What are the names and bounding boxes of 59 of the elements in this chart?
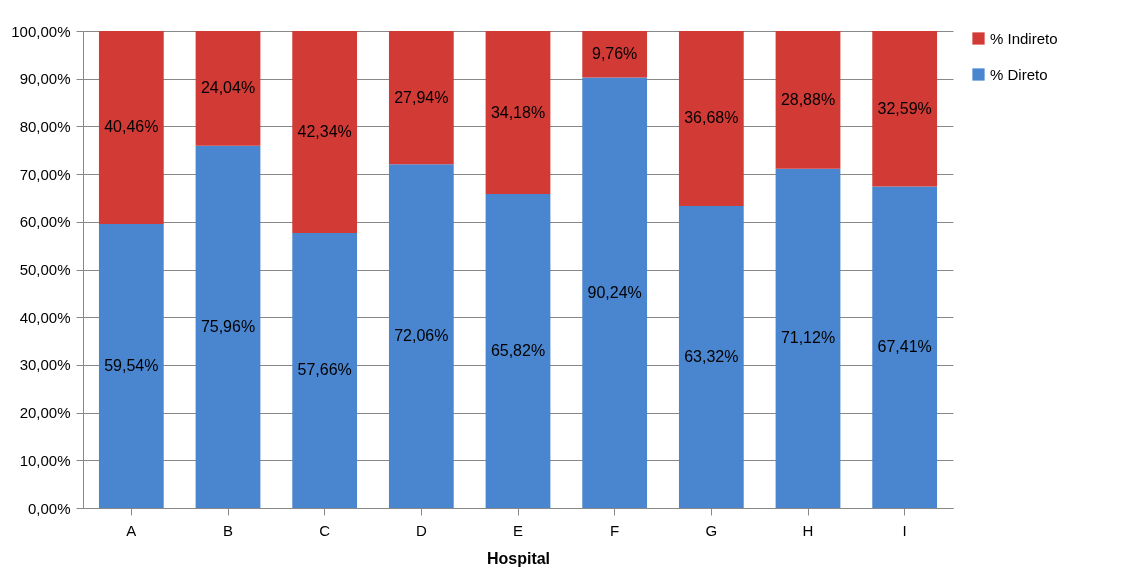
data-label: 27,94%: [394, 88, 449, 106]
bar: [195, 145, 261, 508]
legend-label: % Direto: [990, 65, 1048, 83]
x-tick-label: F: [610, 521, 620, 539]
y-tick-label: 0,00%: [27, 499, 71, 517]
data-label: 42,34%: [297, 122, 352, 140]
y-tick-label: 20,00%: [19, 404, 71, 422]
x-tick-label: G: [705, 521, 718, 539]
data-label: 40,46%: [104, 118, 159, 136]
x-tick-label: I: [902, 521, 907, 539]
bar: [582, 31, 648, 78]
legend-label: % Indireto: [990, 29, 1058, 47]
y-tick-label: 80,00%: [19, 117, 71, 135]
data-label: 67,41%: [877, 338, 932, 356]
bar: [388, 31, 454, 165]
bar: [98, 31, 164, 224]
x-tick-label: C: [319, 521, 331, 539]
data-label: 65,82%: [490, 342, 546, 360]
bar: [775, 168, 841, 508]
y-tick-label: 10,00%: [19, 451, 71, 469]
y-tick-label: 90,00%: [19, 70, 71, 88]
bar: [582, 77, 648, 508]
bar: [292, 31, 358, 233]
data-label: 63,32%: [684, 347, 739, 365]
bar: [775, 31, 841, 169]
y-tick-label: 60,00%: [19, 213, 71, 231]
x-tick-label: D: [415, 521, 427, 539]
x-tick-label: E: [512, 521, 524, 539]
x-axis-title: Hospital: [486, 549, 551, 567]
data-label: 28,88%: [780, 90, 836, 108]
data-label: 59,54%: [104, 357, 159, 374]
bar: [388, 164, 454, 508]
data-label: 36,68%: [684, 109, 739, 127]
bar: [98, 223, 164, 508]
bar: [872, 31, 938, 187]
bar: [485, 31, 551, 195]
x-tick-label: H: [802, 521, 814, 539]
data-label: 75,96%: [200, 317, 256, 335]
x-tick-label: B: [222, 521, 234, 539]
data-label: 72,06%: [394, 327, 449, 345]
y-tick-label: 100,00%: [11, 22, 71, 40]
bar: [872, 186, 938, 508]
data-label: 90,24%: [587, 283, 642, 301]
data-label: 24,04%: [200, 79, 256, 97]
y-tick-label: 50,00%: [19, 261, 71, 278]
y-tick-label: 70,00%: [19, 165, 71, 183]
data-label: 57,66%: [297, 361, 352, 379]
bar: [678, 31, 744, 206]
data-label: 9,76%: [591, 45, 638, 63]
bar: [485, 194, 551, 508]
bar: [678, 205, 744, 508]
data-label: 34,18%: [490, 103, 546, 121]
y-tick-label: 40,00%: [19, 308, 71, 326]
bar: [195, 31, 261, 146]
y-tick-label: 30,00%: [19, 356, 71, 374]
bar: [292, 232, 358, 508]
x-tick-label: A: [126, 521, 137, 539]
data-label: 71,12%: [780, 329, 836, 347]
data-label: 32,59%: [877, 99, 932, 117]
